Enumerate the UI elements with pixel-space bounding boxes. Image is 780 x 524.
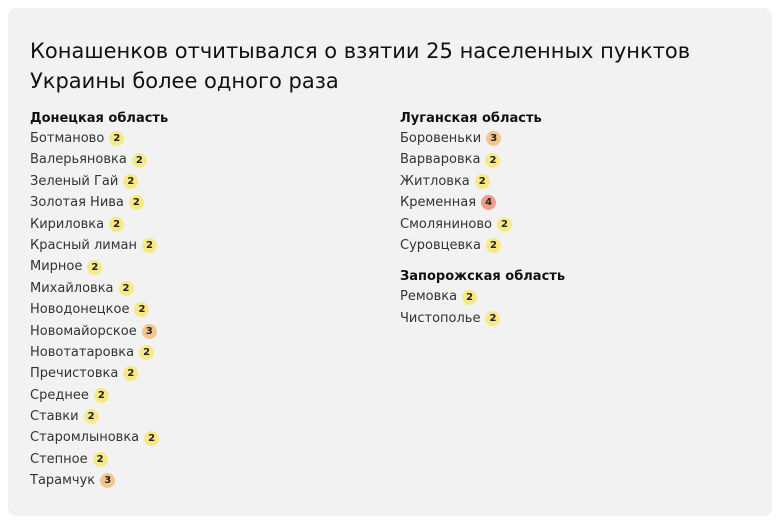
settlement: Зеленый Гай 2 [30, 171, 390, 192]
count-badge: 2 [485, 152, 501, 168]
settlement: Тарамчук 3 [30, 470, 390, 491]
settlement: Степное 2 [30, 449, 390, 470]
settlement-name: Чистополье [400, 310, 481, 326]
settlement-name: Мирное [30, 259, 83, 275]
settlement: Боровеньки 3 [400, 128, 760, 149]
count-badge: 2 [123, 366, 139, 382]
count-badge: 2 [496, 216, 512, 232]
settlement-name: Среднее [30, 387, 89, 403]
settlement-name: Тарамчук [30, 473, 96, 489]
count-badge: 2 [109, 216, 125, 232]
count-badge: 2 [128, 195, 144, 211]
count-badge: 2 [141, 238, 157, 254]
settlement: Пречистовка 2 [30, 363, 390, 384]
settlement-name: Боровеньки [400, 131, 482, 146]
settlement: Ремовка 2 [400, 286, 760, 307]
count-badge: 2 [131, 152, 147, 168]
settlement-name: Степное [30, 451, 88, 467]
region-name: Донецкая область [30, 111, 169, 126]
count-badge: 2 [462, 289, 478, 305]
settlement: Мирное 2 [30, 256, 390, 277]
region: Запорожская область Ремовка 2 Чистополье 2 [400, 267, 760, 329]
settlement: Смоляниново 2 [400, 214, 760, 235]
count-badge: 2 [485, 310, 501, 326]
settlement: Золотая Нива 2 [30, 192, 390, 213]
settlement: Старомлыновка 2 [30, 427, 390, 448]
settlement: Кириловка 2 [30, 214, 390, 235]
count-badge: 2 [93, 387, 109, 403]
settlement-name: Зеленый Гай [30, 173, 119, 189]
settlement: Кременная 4 [400, 192, 760, 213]
settlement: Житловка 2 [400, 171, 760, 192]
settlement-name: Валерьяновка [30, 152, 127, 168]
settlement-name: Ремовка [400, 289, 458, 305]
settlement: Суровцевка 2 [400, 235, 760, 256]
settlement-name: Красный лиман [30, 237, 137, 253]
count-badge: 2 [474, 173, 490, 189]
count-badge: 2 [118, 280, 134, 296]
settlement-name: Новодонецкое [30, 302, 130, 318]
title: Конашенков отчитывался о взятии 25 насел… [30, 39, 691, 93]
card: Конашенков отчитывался о взятии 25 насел… [8, 8, 772, 516]
settlement-name: Золотая Нива [30, 195, 124, 211]
settlement: Среднее 2 [30, 385, 390, 406]
settlement-name: Новомайорское [30, 323, 137, 339]
count-badge: 2 [123, 173, 139, 189]
region-name: Запорожская область [400, 269, 566, 285]
settlement: Новомайорское 3 [30, 321, 390, 342]
count-badge: 2 [109, 131, 125, 147]
count-badge: 2 [144, 430, 160, 446]
settlement: Чистополье 2 [400, 308, 760, 329]
settlement: Варваровка 2 [400, 149, 760, 170]
settlement-name: Ставки [30, 409, 79, 425]
settlement-name: Смоляниново [400, 216, 492, 232]
count-badge: 4 [481, 195, 497, 211]
count-badge: 2 [83, 409, 99, 425]
region-name: Луганская область [400, 111, 542, 126]
settlement: Новодонецкое 2 [30, 299, 390, 320]
settlement-name: Старомлыновка [30, 430, 140, 446]
count-badge: 2 [485, 238, 501, 254]
settlement-name: Кременная [400, 195, 477, 211]
count-badge: 2 [87, 259, 103, 275]
settlement-name: Суровцевка [400, 237, 481, 253]
settlement: Валерьяновка 2 [30, 149, 390, 170]
settlement: Красный лиман 2 [30, 235, 390, 256]
region: Луганская область Боровеньки 3 Варваровка 2 Ж… [400, 109, 760, 256]
settlement-name: Кириловка [30, 216, 105, 232]
settlement-name: Житловка [400, 173, 470, 189]
right-column: Луганская область Боровеньки 3 Варваровка 2 Ж… [400, 109, 760, 340]
settlement: Михайловка 2 [30, 278, 390, 299]
settlement: Новотатаровка 2 [30, 342, 390, 363]
count-badge: 2 [139, 345, 155, 361]
settlement-name: Новотатаровка [30, 344, 135, 360]
settlement-name: Михайловка [30, 280, 114, 296]
count-badge: 3 [486, 131, 502, 147]
settlement-name: Пречистовка [30, 366, 119, 382]
settlement-name: Ботманово [30, 131, 105, 146]
settlement-name: Варваровка [400, 152, 481, 168]
region: Донецкая область Ботманово 2 Валерьяновка 2 З… [30, 109, 390, 492]
count-badge: 2 [134, 302, 150, 318]
count-badge: 3 [141, 323, 157, 339]
settlement: Ботманово 2 [30, 128, 390, 149]
count-badge: 2 [92, 452, 108, 468]
settlement: Ставки 2 [30, 406, 390, 427]
left-column: Донецкая область Ботманово 2 Валерьяновка 2 З… [30, 109, 390, 503]
count-badge: 3 [100, 473, 116, 489]
